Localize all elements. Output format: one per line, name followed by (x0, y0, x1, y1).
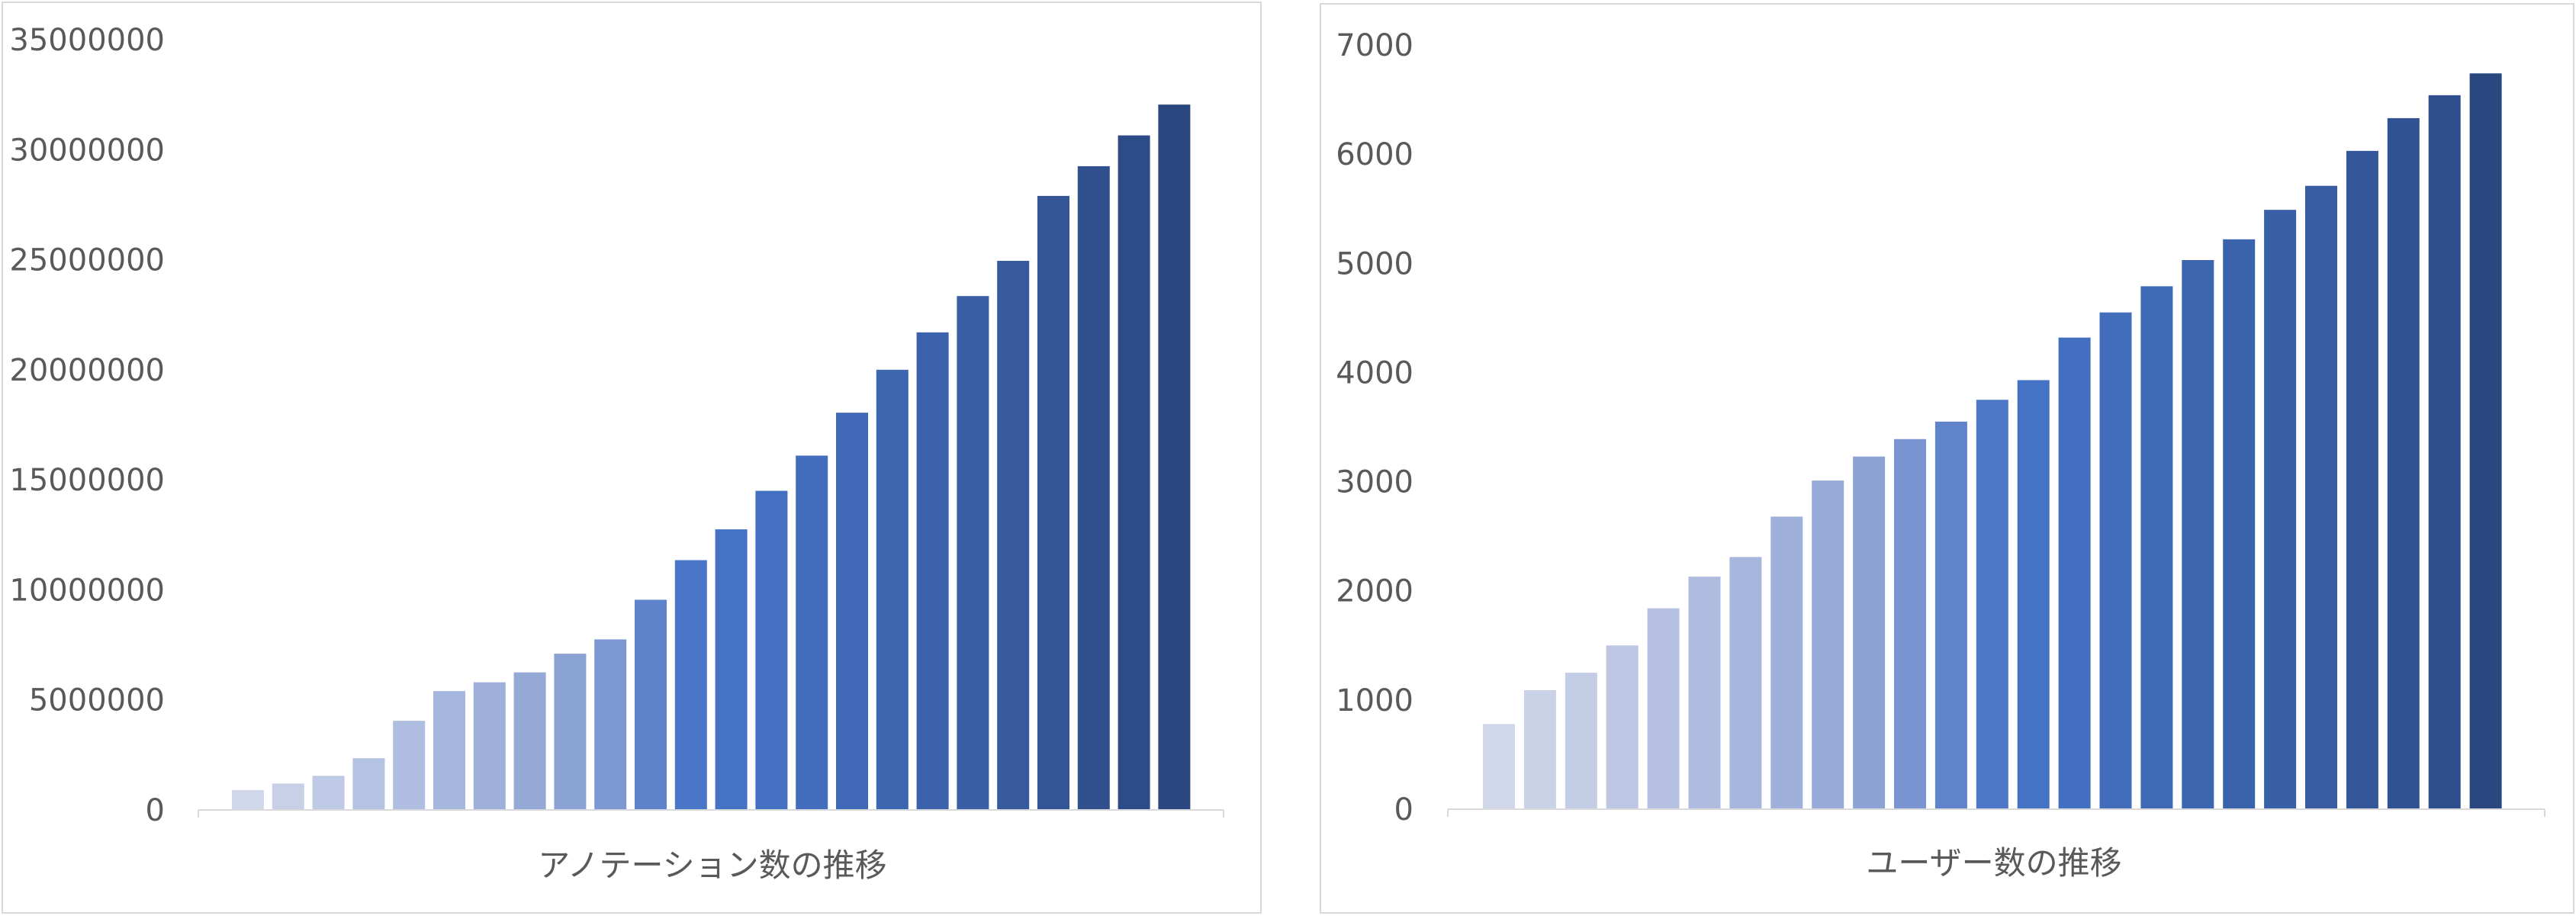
bar (755, 490, 788, 810)
bar (1077, 165, 1110, 810)
bar (1729, 557, 1762, 809)
bar (1647, 608, 1680, 809)
bar (876, 369, 909, 810)
bar (554, 654, 587, 810)
bar (2305, 185, 2337, 809)
bar (1934, 421, 1967, 809)
bar (393, 721, 426, 810)
bar (473, 682, 506, 810)
annotation-count-chart: 0 5000000 10000000 15000000 20000000 25000000… (9, 23, 1224, 884)
bar (796, 455, 828, 810)
y-tick-label: 3000 (1336, 465, 1413, 500)
bar (957, 296, 989, 811)
y-tick-label: 35000000 (9, 23, 165, 58)
bar (2058, 337, 2091, 809)
bar (1037, 195, 1069, 810)
y-tick-label: 10000000 (9, 573, 165, 608)
bar (1976, 400, 2008, 809)
bar (2017, 380, 2050, 809)
chart-panel-users: 0 1000 2000 3000 4000 5000 6000 7000 ユーザー数の推移 (1320, 3, 2574, 914)
bar (232, 790, 264, 810)
y-tick-label: 4000 (1336, 355, 1413, 390)
y-tick-label: 7000 (1336, 28, 1413, 63)
bar (2223, 239, 2256, 809)
bar (836, 413, 868, 810)
bar (352, 758, 385, 810)
y-tick-label: 15000000 (9, 463, 165, 498)
bar (312, 776, 345, 810)
y-tick-label: 20000000 (9, 353, 165, 388)
bar (1812, 480, 1844, 809)
y-tick-label: 5000 (1336, 246, 1413, 281)
bar (635, 599, 667, 810)
bar (1483, 724, 1515, 809)
bar (1853, 456, 1886, 809)
y-tick-label: 1000 (1336, 683, 1413, 718)
bar (594, 639, 627, 810)
bar (674, 560, 707, 810)
y-tick-label: 0 (1394, 792, 1413, 827)
bar (2387, 117, 2420, 810)
bar (2469, 73, 2502, 809)
x-axis-title: ユーザー数の推移 (1866, 844, 2121, 882)
bar (916, 332, 949, 810)
bar (2140, 286, 2173, 809)
bar (1606, 645, 1639, 809)
bar (272, 783, 304, 810)
bar (997, 261, 1030, 810)
bar (2346, 150, 2378, 809)
y-tick-label: 25000000 (9, 243, 165, 278)
bar (513, 672, 546, 810)
x-axis-title: アノテーション数の推移 (538, 847, 886, 884)
bar (1688, 577, 1721, 809)
bar (2099, 312, 2132, 809)
bar (433, 691, 465, 810)
y-tick-label: 5000000 (29, 683, 165, 718)
bar (1158, 104, 1191, 811)
bar (1118, 135, 1150, 810)
bar (2264, 210, 2297, 809)
y-tick-label: 30000000 (9, 133, 165, 168)
y-tick-label: 2000 (1336, 574, 1413, 609)
y-tick-label: 6000 (1336, 137, 1413, 172)
y-tick-label: 0 (146, 793, 165, 828)
bar (2182, 259, 2214, 809)
bar (2428, 95, 2461, 810)
bar (715, 529, 748, 810)
bar (1523, 689, 1556, 809)
bar (1770, 516, 1803, 809)
bar (1565, 673, 1597, 809)
chart-panel-annotations: 0 5000000 10000000 15000000 20000000 25000000… (2, 2, 1262, 914)
bar (1894, 439, 1926, 809)
user-count-chart: 0 1000 2000 3000 4000 5000 6000 7000 ユーザー数の推移 (1336, 28, 2545, 882)
